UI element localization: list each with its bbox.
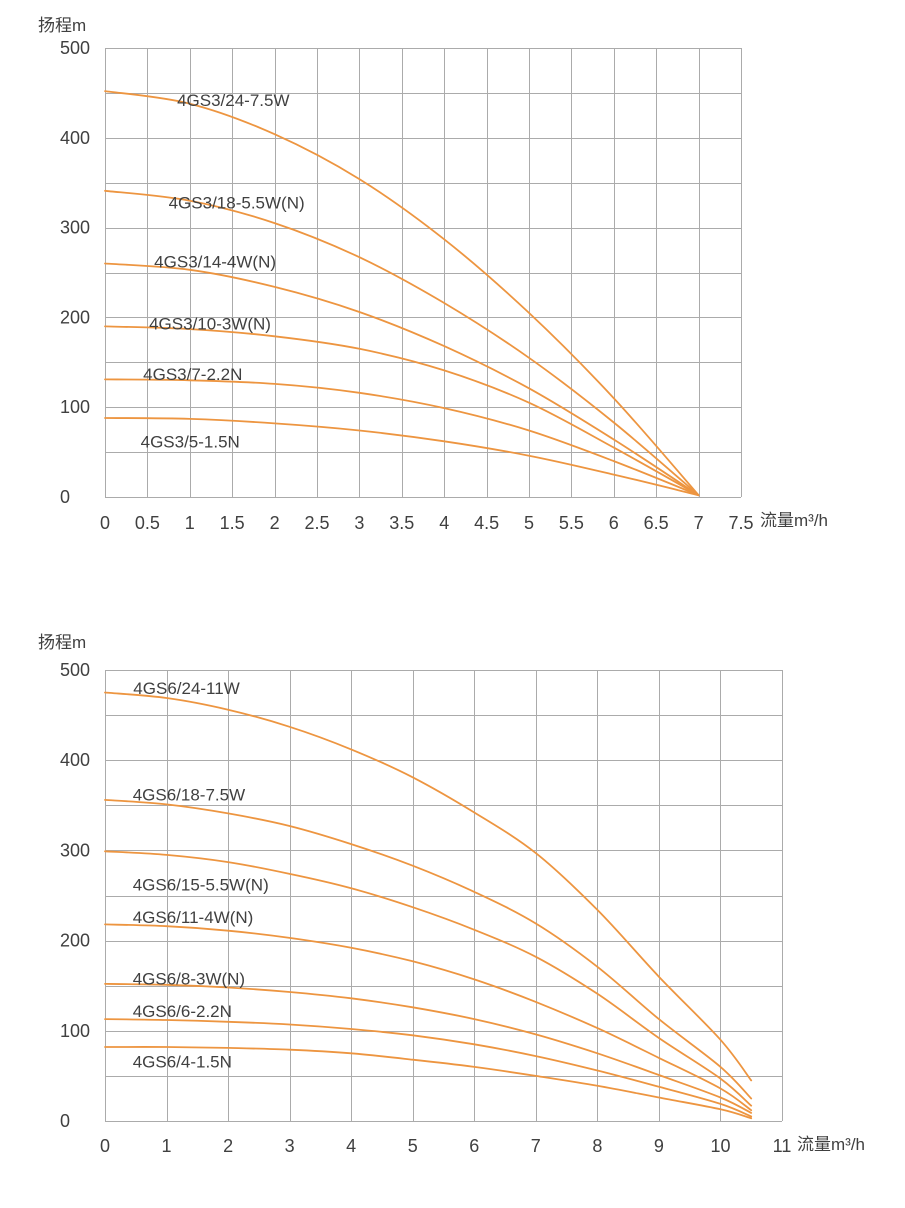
pump-curve-4gs3-14-4w-n- (104, 262, 700, 497)
x-tick-label: 3.5 (389, 513, 414, 533)
curve-label: 4GS6/6-2.2N (133, 1002, 232, 1021)
y-tick-label: 100 (60, 397, 90, 417)
y-tick-label: 400 (60, 750, 90, 770)
y-tick-label: 500 (60, 660, 90, 680)
x-tick-label: 2 (270, 513, 280, 533)
curve-label: 4GS3/5-1.5N (141, 432, 240, 451)
y-tick-label: 300 (60, 840, 90, 860)
x-tick-label: 4.5 (474, 513, 499, 533)
x-tick-label: 0 (100, 1136, 110, 1156)
x-tick-label: 4 (439, 513, 449, 533)
pump-curve-4gs6-15-5-5w-n- (104, 850, 753, 1107)
x-tick-label: 0 (100, 513, 110, 533)
pump-curve-4gs3-10-3w-n- (104, 325, 700, 497)
curve-label: 4GS3/7-2.2N (143, 365, 242, 384)
curve-label: 4GS3/10-3W(N) (149, 315, 271, 334)
x-tick-label: 1 (162, 1136, 172, 1156)
pump-curve-4gs3-24-7-5w (104, 90, 700, 497)
pump-curve-4gs3-18-5-5w-n- (104, 189, 700, 497)
chart1-y-axis-title: 扬程m (38, 16, 87, 35)
x-tick-label: 3 (354, 513, 364, 533)
x-tick-label: 5.5 (559, 513, 584, 533)
y-tick-label: 200 (60, 931, 90, 951)
x-tick-label: 5 (524, 513, 534, 533)
curve-label: 4GS6/24-11W (133, 679, 239, 698)
curve-label: 4GS3/18-5.5W(N) (169, 193, 305, 212)
curve-label: 4GS3/14-4W(N) (154, 253, 276, 272)
chart2-y-axis-title: 扬程m (38, 633, 87, 652)
pump-curve-4gs6-24-11w (104, 691, 753, 1082)
chart1-x-axis-title: 流量m³/h (760, 511, 828, 530)
x-tick-label: 10 (710, 1136, 730, 1156)
y-tick-label: 400 (60, 128, 90, 148)
pump-curve-4gs6-11-4w-n- (104, 923, 753, 1112)
x-tick-label: 0.5 (135, 513, 160, 533)
pump-curve-4gs6-4-1-5n (104, 1046, 753, 1120)
x-tick-label: 3 (285, 1136, 295, 1156)
chart2-x-axis-title: 流量m³/h (797, 1135, 865, 1154)
x-tick-label: 6 (609, 513, 619, 533)
x-tick-label: 1 (185, 513, 195, 533)
x-tick-label: 5 (408, 1136, 418, 1156)
x-tick-label: 2.5 (304, 513, 329, 533)
y-tick-label: 0 (60, 1111, 70, 1131)
y-tick-label: 100 (60, 1021, 90, 1041)
y-tick-label: 300 (60, 218, 90, 238)
pump-curve-4gs6-18-7-5w (104, 799, 753, 1100)
curve-label: 4GS6/15-5.5W(N) (133, 876, 269, 895)
x-tick-label: 7 (531, 1136, 541, 1156)
x-tick-label: 4 (346, 1136, 356, 1156)
x-tick-label: 11 (773, 1136, 792, 1156)
pump-curve-4gs6-6-2-2n (104, 1018, 753, 1118)
pump-curve-4gs3-5-1-5n (104, 417, 700, 497)
x-tick-label: 7 (694, 513, 704, 533)
curve-label: 4GS6/18-7.5W (133, 785, 245, 804)
y-tick-label: 0 (60, 487, 70, 507)
pump-curve-4gs3-7-2-2n (104, 378, 700, 497)
pump-curve-4gs6-8-3w-n- (104, 983, 753, 1114)
y-tick-label: 500 (60, 38, 90, 58)
curve-label: 4GS6/4-1.5N (133, 1052, 232, 1071)
x-tick-label: 6.5 (644, 513, 669, 533)
x-tick-label: 8 (592, 1136, 602, 1156)
curve-label: 4GS3/24-7.5W (177, 91, 289, 110)
x-tick-label: 2 (223, 1136, 233, 1156)
y-tick-label: 200 (60, 307, 90, 327)
x-tick-label: 9 (654, 1136, 664, 1156)
x-tick-label: 1.5 (220, 513, 245, 533)
x-tick-label: 6 (469, 1136, 479, 1156)
x-tick-label: 7.5 (728, 513, 753, 533)
curve-label: 4GS6/11-4W(N) (133, 908, 254, 927)
curve-label: 4GS6/8-3W(N) (133, 969, 245, 988)
